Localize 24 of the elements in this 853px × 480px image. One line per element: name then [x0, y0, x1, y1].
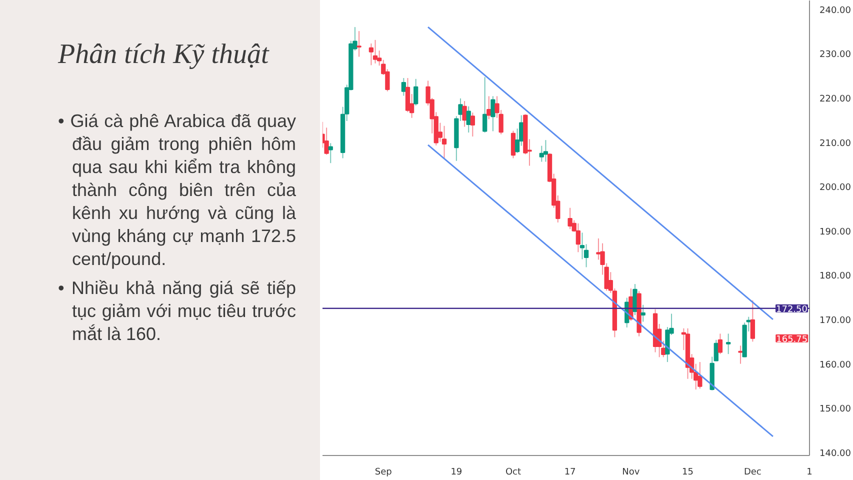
- y-tick-label: 230.00: [820, 50, 852, 60]
- y-tick-label: 160.00: [820, 360, 852, 370]
- y-tick-label: 140.00: [820, 448, 852, 459]
- y-tick-label: 210.00: [820, 138, 852, 149]
- x-tick-label: 17: [564, 468, 576, 478]
- x-tick-label: Dec: [744, 468, 762, 478]
- text: Phân tích Kỹ thuật: [58, 38, 270, 72]
- y-tick-label: 190.00: [820, 227, 852, 238]
- annotation: 165.75: [776, 334, 808, 345]
- y-tick-label: 180.00: [820, 272, 852, 282]
- x-tick-label: Nov: [622, 468, 640, 478]
- x-tick-label: 1: [806, 468, 812, 478]
- x-tick-label: Oct: [505, 468, 522, 478]
- y-tick-label: 170.00: [820, 316, 852, 326]
- text: • Giá cà phê Arabica đã quay đầu giảm trong phiên hôm qua sau khi kiểm tra không thành công biên trên của kênh xu hướng và cũng là vùng kháng cự mạnh 172.5 cent/pound.: [58, 110, 296, 271]
- x-tick-label: 19: [450, 468, 462, 478]
- x-tick-label: 15: [682, 468, 694, 478]
- x-tick-label: Sep: [374, 468, 392, 478]
- y-tick-label: 150.00: [820, 404, 852, 415]
- text: • Nhiều khả năng giá sẽ tiếp tục giảm với mục tiêu trước mắt là 160.: [58, 277, 296, 346]
- y-tick-label: 240.00: [820, 6, 852, 16]
- y-tick-label: 200.00: [820, 183, 852, 194]
- ref-line-label: 172.50: [776, 304, 808, 315]
- y-tick-label: 220.00: [820, 94, 852, 104]
